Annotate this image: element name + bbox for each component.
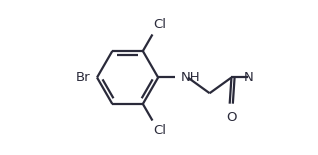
Text: NH: NH <box>181 71 200 84</box>
Text: N: N <box>244 71 254 84</box>
Text: Br: Br <box>76 71 90 84</box>
Text: Cl: Cl <box>153 124 166 137</box>
Text: Cl: Cl <box>153 18 166 31</box>
Text: O: O <box>226 111 236 124</box>
